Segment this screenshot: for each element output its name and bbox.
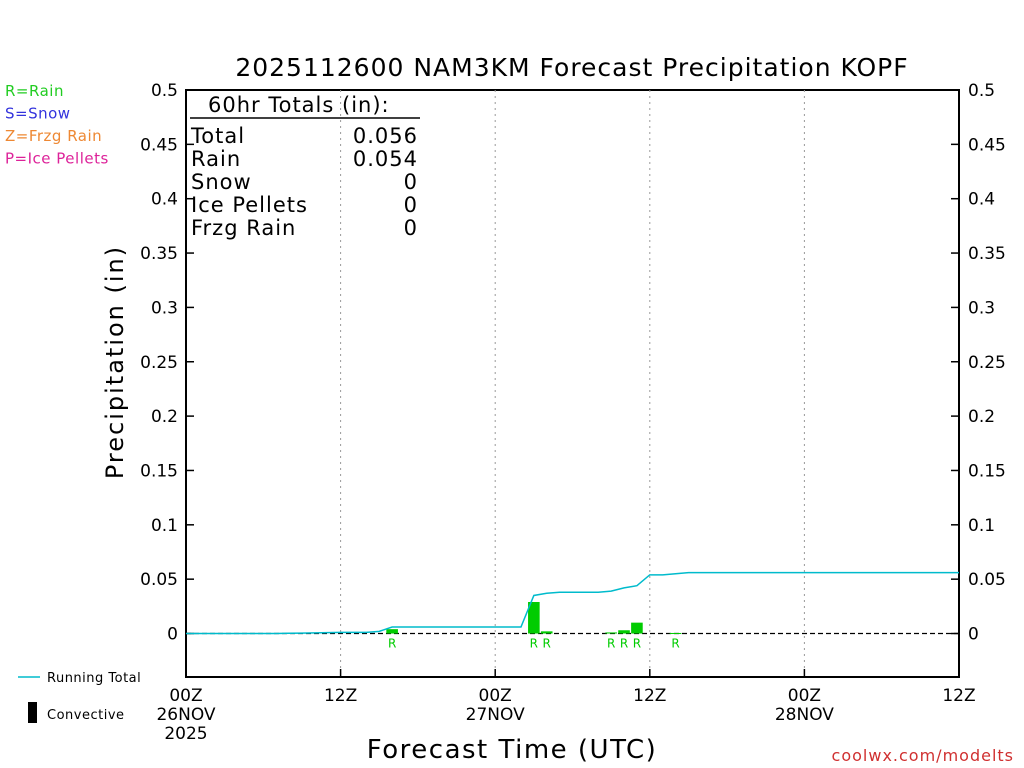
x-tick-label: 00Z — [169, 686, 202, 706]
totals-row-value: 0 — [404, 216, 418, 240]
totals-row-value: 0 — [404, 193, 418, 217]
y-tick-label-right: 0.3 — [968, 298, 995, 318]
precip-type-legend-item: P=Ice Pellets — [5, 150, 109, 168]
running-total-line — [186, 571, 959, 635]
precip-type-legend: R=Rain S=Snow Z=Frzg Rain P=Ice Pellets — [5, 82, 109, 168]
x-tick-label: 2025 — [164, 724, 207, 744]
y-tick-label: 0.45 — [140, 135, 178, 155]
precip-type-legend-item: Z=Frzg Rain — [5, 127, 102, 145]
precip-type-label: R — [530, 637, 538, 651]
y-tick-label: 0.25 — [140, 353, 178, 373]
totals-row-label: Total — [190, 124, 245, 148]
precip-type-label: R — [633, 637, 641, 651]
precip-type-legend-item: S=Snow — [5, 105, 71, 123]
totals-header: 60hr Totals (in): — [208, 93, 390, 117]
totals-row-value: 0 — [404, 170, 418, 194]
y-tick-label: 0.5 — [151, 81, 178, 101]
precip-type-legend-item: R=Rain — [5, 82, 64, 100]
y-tick-label: 0.4 — [151, 190, 178, 210]
totals-row-label: Ice Pellets — [191, 193, 308, 217]
x-tick-label: 00Z — [788, 686, 821, 706]
precip-bar — [618, 630, 630, 634]
y-tick-label-right: 0.35 — [968, 244, 1006, 264]
precip-type-label: R — [543, 637, 551, 651]
y-tick-label: 0.05 — [140, 570, 178, 590]
totals-row-value: 0.056 — [353, 124, 418, 148]
precip-bar — [631, 622, 643, 634]
y-tick-label-right: 0.5 — [968, 81, 995, 101]
y-axis-left: 0 0.05 0.1 0.15 0.2 0.25 0.3 0.35 0.4 0.45 0.5 — [140, 81, 194, 645]
chart-title: 2025112600 NAM3KM Forecast Precipitation… — [235, 53, 908, 82]
totals-row-value: 0.054 — [353, 147, 418, 171]
y-tick-label: 0.15 — [140, 461, 178, 481]
y-tick-label: 0.1 — [151, 516, 178, 536]
line-key: Running Total Convective — [18, 671, 141, 723]
y-axis-right: 0 0.05 0.1 0.15 0.2 0.25 0.3 0.35 0.4 0.45 0.5 — [951, 81, 1006, 645]
totals-row-label: Snow — [191, 170, 252, 194]
precip-bar — [605, 632, 617, 634]
y-tick-label-right: 0.25 — [968, 353, 1006, 373]
convective-key-label: Convective — [47, 708, 125, 723]
y-tick-label-right: 0.2 — [968, 407, 995, 427]
y-tick-label-right: 0.15 — [968, 461, 1006, 481]
x-tick-label: 12Z — [942, 686, 975, 706]
vertical-gridlines — [340, 90, 805, 677]
precip-bar — [528, 601, 540, 634]
y-axis-label: Precipitation (in) — [101, 245, 129, 479]
totals-box: 60hr Totals (in): Total 0.056 Rain 0.054 Sno… — [190, 93, 420, 240]
y-tick-label-right: 0.45 — [968, 135, 1006, 155]
totals-row-label: Frzg Rain — [191, 216, 296, 240]
running-total-key-label: Running Total — [47, 671, 141, 686]
convective-key-swatch — [28, 702, 37, 723]
x-tick-label: 27NOV — [466, 705, 525, 725]
precip-bar — [386, 629, 398, 634]
y-tick-label-right: 0.1 — [968, 516, 995, 536]
precip-type-label: R — [671, 637, 679, 651]
x-axis-label: Forecast Time (UTC) — [367, 735, 658, 765]
totals-rows: Total 0.056 Rain 0.054 Snow 0 Ice Pellets 0 Frzg… — [190, 124, 418, 240]
x-tick-label: 28NOV — [775, 705, 834, 725]
y-tick-label-right: 0.05 — [968, 570, 1006, 590]
y-tick-label-right: 0 — [968, 625, 979, 645]
y-tick-label: 0.35 — [140, 244, 178, 264]
y-tick-label: 0.2 — [151, 407, 178, 427]
totals-row-label: Rain — [191, 147, 241, 171]
precip-bars — [386, 601, 682, 634]
y-tick-label-right: 0.4 — [968, 190, 995, 210]
precip-type-label: R — [607, 637, 615, 651]
x-tick-label: 12Z — [633, 686, 666, 706]
plot-frame — [185, 89, 960, 678]
credit-text: coolwx.com/modelts — [832, 746, 1014, 765]
precip-type-label: R — [620, 637, 628, 651]
x-tick-label: 12Z — [324, 686, 357, 706]
x-tick-label: 26NOV — [156, 705, 215, 725]
precip-bar — [669, 632, 682, 634]
x-tick-label: 00Z — [479, 686, 512, 706]
precip-type-label: R — [388, 637, 396, 651]
y-tick-label: 0 — [167, 625, 178, 645]
precip-bar — [540, 631, 553, 634]
y-tick-label: 0.3 — [151, 298, 178, 318]
